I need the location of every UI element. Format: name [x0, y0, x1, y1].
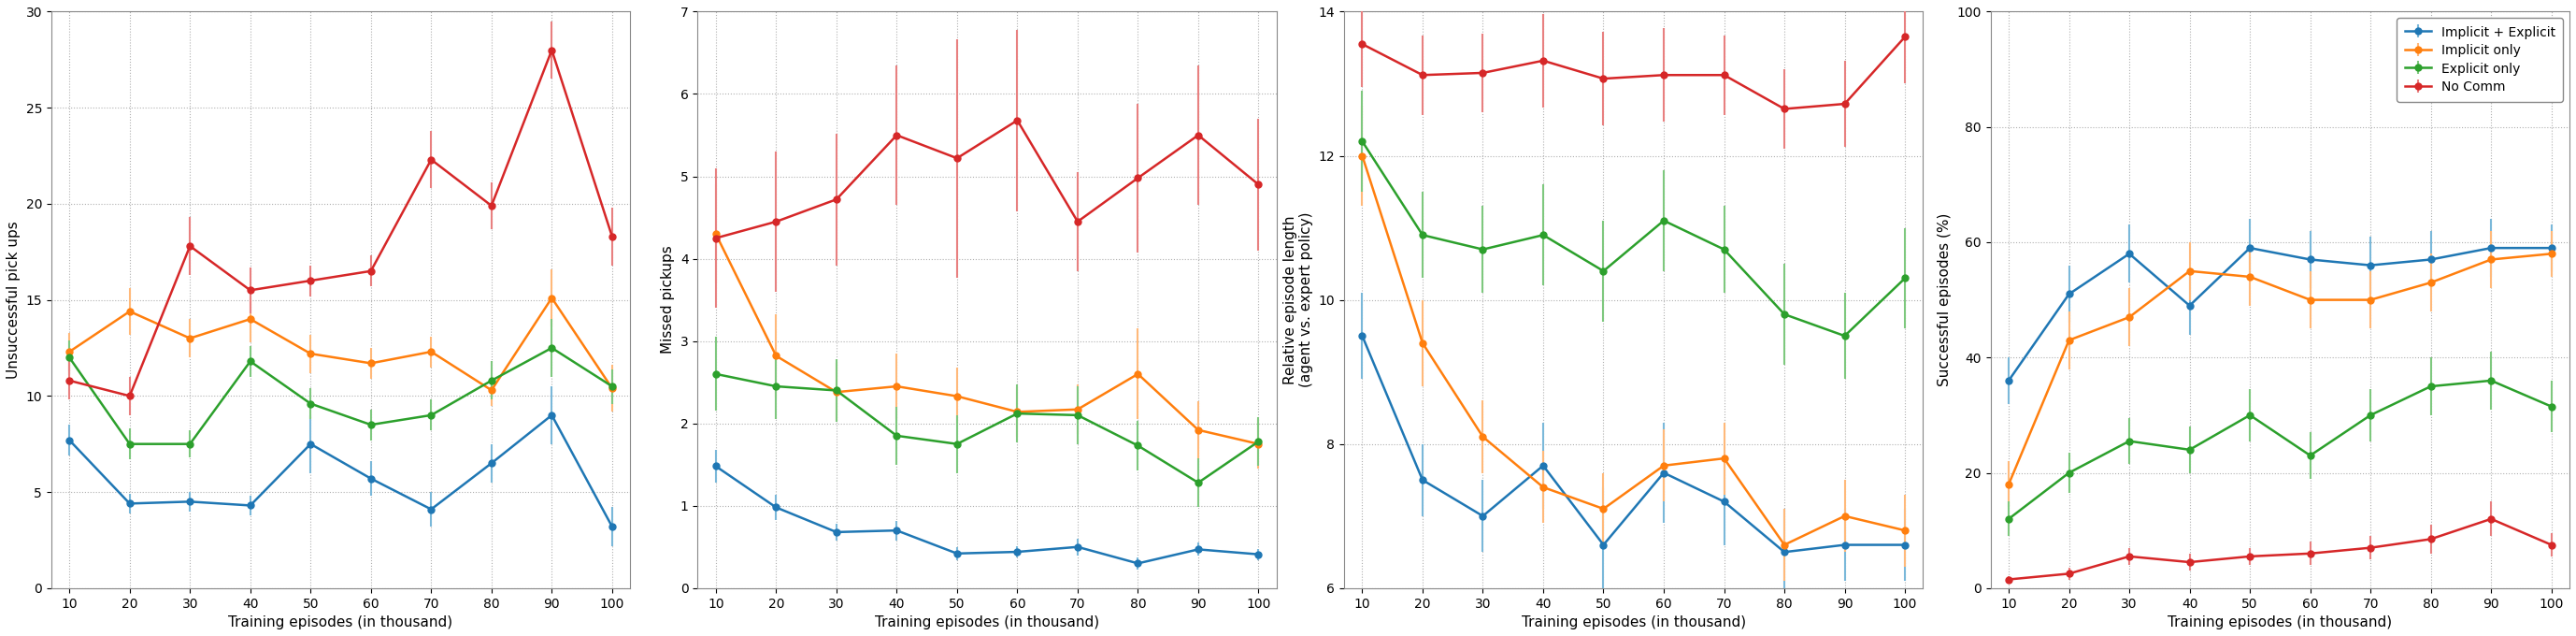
Legend: Implicit + Explicit, Implicit only, Explicit only, No Comm: Implicit + Explicit, Implicit only, Expl… — [2396, 18, 2563, 102]
X-axis label: Training episodes (in thousand): Training episodes (in thousand) — [876, 616, 1100, 630]
Y-axis label: Missed pickups: Missed pickups — [662, 245, 675, 354]
X-axis label: Training episodes (in thousand): Training episodes (in thousand) — [2169, 616, 2393, 630]
Y-axis label: Successful episodes (%): Successful episodes (%) — [1937, 213, 1953, 387]
X-axis label: Training episodes (in thousand): Training episodes (in thousand) — [229, 616, 453, 630]
Y-axis label: Unsuccessful pick ups: Unsuccessful pick ups — [8, 221, 21, 379]
X-axis label: Training episodes (in thousand): Training episodes (in thousand) — [1522, 616, 1747, 630]
Y-axis label: Relative episode length
(agent vs. expert policy): Relative episode length (agent vs. exper… — [1283, 212, 1314, 387]
